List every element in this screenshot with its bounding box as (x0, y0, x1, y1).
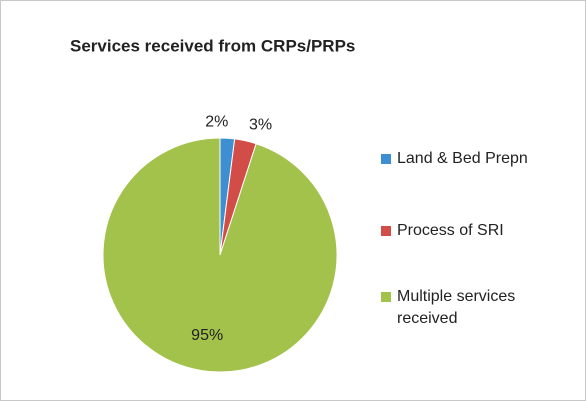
legend-swatch (381, 226, 391, 236)
data-label: 2% (205, 113, 228, 130)
legend-label: Land & Bed Prepn (397, 150, 528, 167)
legend-item: Land & Bed Prepn (381, 148, 547, 170)
legend-item: Multiple services received (381, 286, 547, 330)
pie-slice (102, 137, 338, 373)
legend-label: Multiple services received (397, 288, 516, 327)
legend-label: Process of SRI (397, 222, 504, 239)
chart-title: Services received from CRPs/PRPs (70, 36, 355, 55)
legend-swatch (381, 154, 391, 164)
legend-swatch (381, 292, 391, 302)
data-label: 3% (249, 116, 272, 133)
data-label: 95% (191, 327, 223, 344)
legend-item: Process of SRI (381, 220, 547, 242)
